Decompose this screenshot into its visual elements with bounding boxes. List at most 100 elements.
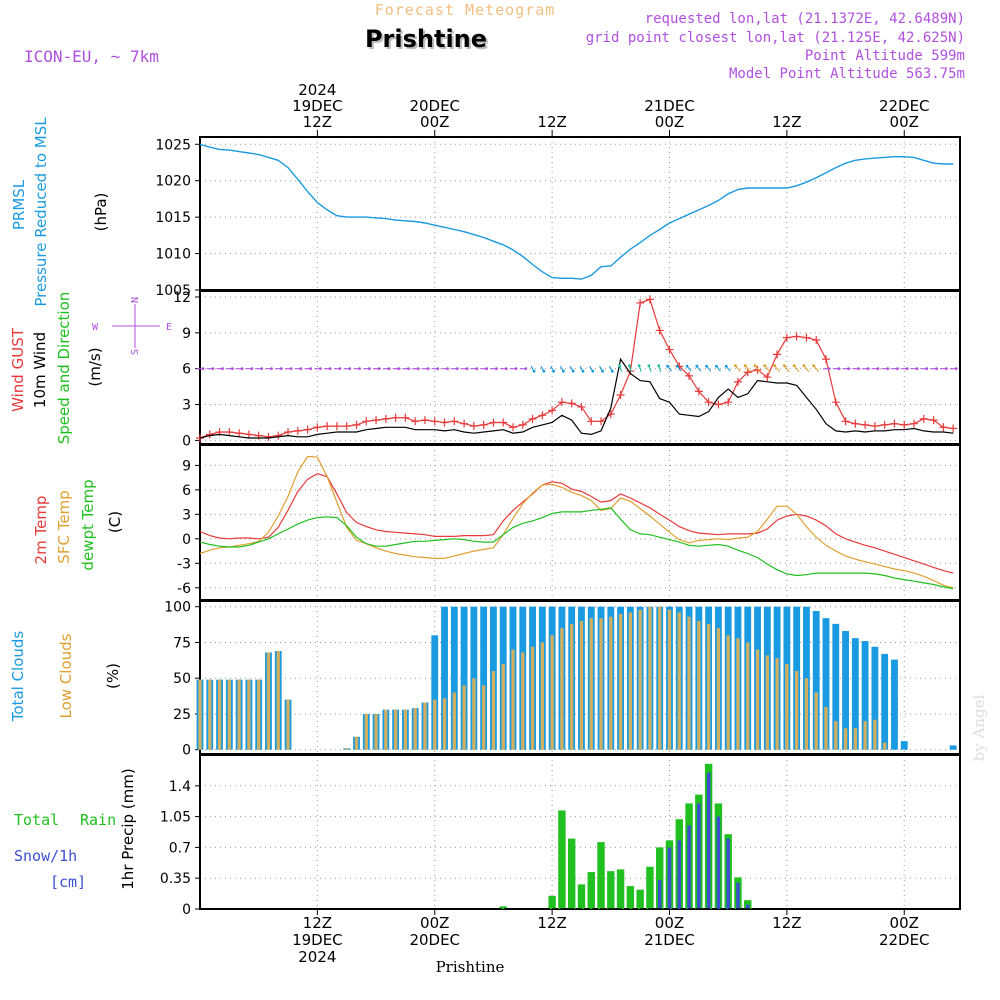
bottom-time-label: 19DEC — [292, 931, 343, 949]
total-cloud-bar — [949, 745, 957, 750]
y-tick-label: 0 — [182, 743, 191, 759]
wind-arrow-head — [647, 364, 651, 368]
gust-marker — [460, 419, 469, 428]
gust-marker — [929, 416, 938, 425]
gust-marker — [313, 423, 322, 432]
low-cloud-bar — [472, 678, 476, 750]
y-tick-label: 50 — [173, 671, 191, 687]
rain-bar — [567, 838, 576, 909]
wind-arrow-head — [279, 367, 283, 371]
low-cloud-bar — [491, 671, 496, 750]
gust-marker — [381, 414, 390, 423]
low-cloud-bar — [658, 606, 662, 750]
total-cloud-bar — [812, 611, 820, 750]
gust-marker — [949, 424, 958, 433]
top-time-label: 21DEC — [644, 97, 695, 115]
gust-marker — [303, 425, 312, 434]
top-time-label: 00Z — [655, 113, 684, 131]
gust-marker — [391, 413, 400, 422]
low-cloud-bar — [217, 679, 222, 750]
low-cloud-bar — [570, 623, 574, 750]
wind-arrow-head — [847, 367, 850, 371]
wind-arrow-head — [485, 367, 489, 371]
low-cloud-bar — [618, 613, 623, 750]
temp-2m-line — [199, 472, 954, 574]
low-cloud-bar — [726, 635, 730, 750]
wind-arrow-head — [886, 367, 890, 371]
precip-axis-label: 1hr Precip (mm) — [119, 768, 137, 889]
gust-marker — [225, 428, 234, 437]
total-cloud-bar — [441, 606, 448, 750]
gust-marker — [411, 417, 420, 426]
snow-bar — [726, 838, 730, 909]
low-cloud-bar — [843, 728, 848, 750]
total-cloud-bar — [861, 641, 869, 750]
low-cloud-bar — [276, 651, 280, 750]
gust-marker — [548, 406, 557, 415]
gust-marker — [205, 430, 214, 439]
top-time-label: 22DEC — [879, 97, 930, 115]
snow-bar — [667, 847, 672, 909]
location-title: Prishtine — [365, 25, 487, 53]
gust-marker — [342, 422, 351, 431]
wind-arrow-head — [591, 369, 595, 373]
low-cloud-bar — [775, 658, 779, 750]
gust-marker — [939, 423, 948, 432]
wind-arrow-head — [211, 367, 215, 371]
y-tick-label: 25 — [173, 707, 191, 723]
y-tick-label: 0 — [182, 902, 191, 918]
wind-arrow-head — [773, 364, 776, 368]
y-tick-label: 0 — [182, 532, 191, 548]
rain-bar — [656, 847, 664, 909]
gust-marker — [763, 373, 772, 382]
y-tick-label: -6 — [177, 581, 191, 597]
low-clouds-label: Low Clouds — [57, 633, 75, 718]
y-tick-label: 3 — [182, 507, 191, 523]
gust-marker — [851, 419, 860, 428]
precip-snow-label: Snow/1h — [14, 847, 77, 865]
wind-arrow-head — [348, 367, 352, 371]
y-tick-label: 6 — [182, 362, 191, 378]
gust-marker — [323, 422, 332, 431]
gust-marker — [420, 416, 429, 425]
pressure-line — [199, 143, 954, 280]
wind-arrow-head — [465, 367, 469, 371]
wind-arrow-head — [827, 367, 831, 371]
gust-marker — [753, 365, 762, 374]
compass-west: W — [92, 322, 99, 333]
wind-arrow-head — [377, 367, 381, 371]
wind-arrow-head — [753, 364, 757, 368]
low-cloud-bar — [609, 616, 613, 750]
low-cloud-bar — [648, 606, 652, 750]
bottom-time-label: 2024 — [298, 948, 336, 966]
wind-arrow-head — [514, 367, 518, 371]
wind-arrow-head — [812, 364, 816, 368]
low-cloud-bar — [266, 652, 271, 750]
gust-marker — [440, 418, 449, 427]
low-cloud-bar — [442, 698, 447, 750]
precip-rain-label: Rain — [80, 811, 116, 829]
wind-arrow-head — [705, 364, 709, 368]
wind-arrow-head — [734, 364, 737, 368]
gust-marker — [538, 411, 547, 420]
wind-arrow-head — [201, 367, 205, 371]
wind-arrow-head — [367, 367, 371, 371]
wind-arrow-head — [436, 367, 440, 371]
y-tick-label: 1020 — [155, 174, 191, 190]
rain-bar — [646, 866, 654, 909]
total-cloud-bar — [822, 618, 830, 750]
low-cloud-bar — [423, 702, 427, 750]
temp-sfc-label: SFC Temp — [55, 490, 73, 563]
wind-arrow-head — [896, 367, 899, 371]
gust-marker — [831, 398, 840, 407]
panel-frame — [199, 136, 961, 291]
total-cloud-bar — [460, 606, 468, 750]
rain-bar — [626, 886, 635, 909]
gust-marker — [528, 414, 537, 423]
rain-bar — [587, 872, 595, 909]
wind-arrow-head — [581, 369, 585, 373]
y-tick-label: 0 — [182, 433, 191, 449]
gust-marker — [244, 430, 253, 439]
wind-arrow-head — [495, 367, 498, 371]
